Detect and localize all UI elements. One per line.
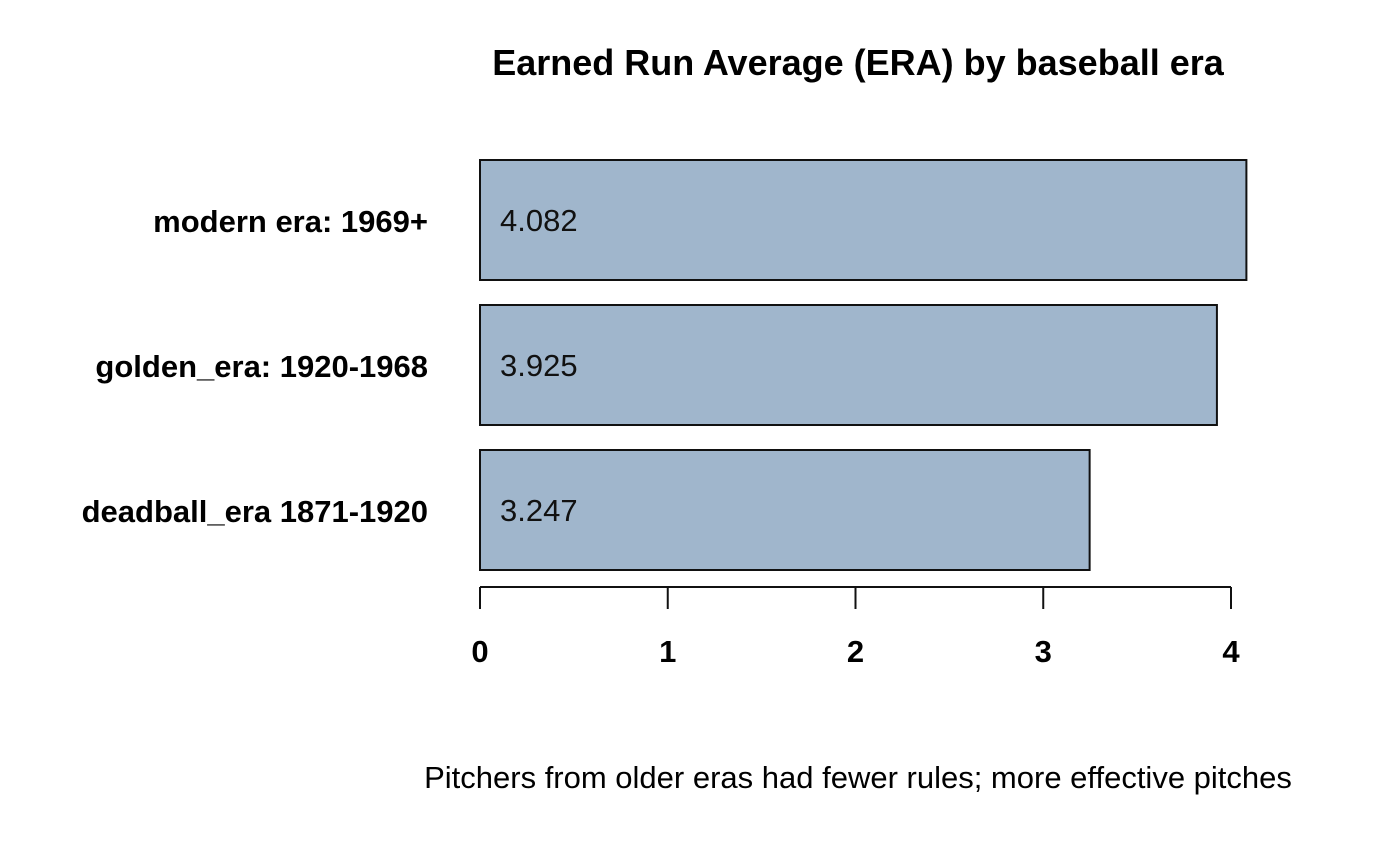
bar-value-label-1: 4.082 — [500, 203, 578, 238]
chart-subtitle: Pitchers from older eras had fewer rules… — [424, 760, 1292, 795]
category-label-2: golden_era: 1920-1968 — [95, 349, 428, 384]
x-axis: 0 1 2 3 4 — [471, 586, 1240, 669]
x-tick-label-3: 3 — [1035, 634, 1052, 669]
value-labels-layer: 4.082 3.925 3.247 — [500, 203, 578, 528]
x-tick-label-0: 0 — [471, 634, 488, 669]
bar-2 — [479, 304, 1218, 426]
bar-3 — [479, 449, 1091, 571]
bars-layer — [479, 159, 1248, 571]
bar-value-label-3: 3.247 — [500, 493, 578, 528]
x-tick-label-4: 4 — [1222, 634, 1240, 669]
chart-title: Earned Run Average (ERA) by baseball era — [492, 42, 1225, 83]
bar-1 — [479, 159, 1248, 281]
category-labels-layer: modern era: 1969+ golden_era: 1920-1968 de… — [82, 204, 428, 529]
bar-value-label-2: 3.925 — [500, 348, 578, 383]
category-label-1: modern era: 1969+ — [153, 204, 428, 239]
x-tick-label-1: 1 — [659, 634, 676, 669]
x-tick-label-2: 2 — [847, 634, 864, 669]
category-label-3: deadball_era 1871-1920 — [82, 494, 428, 529]
